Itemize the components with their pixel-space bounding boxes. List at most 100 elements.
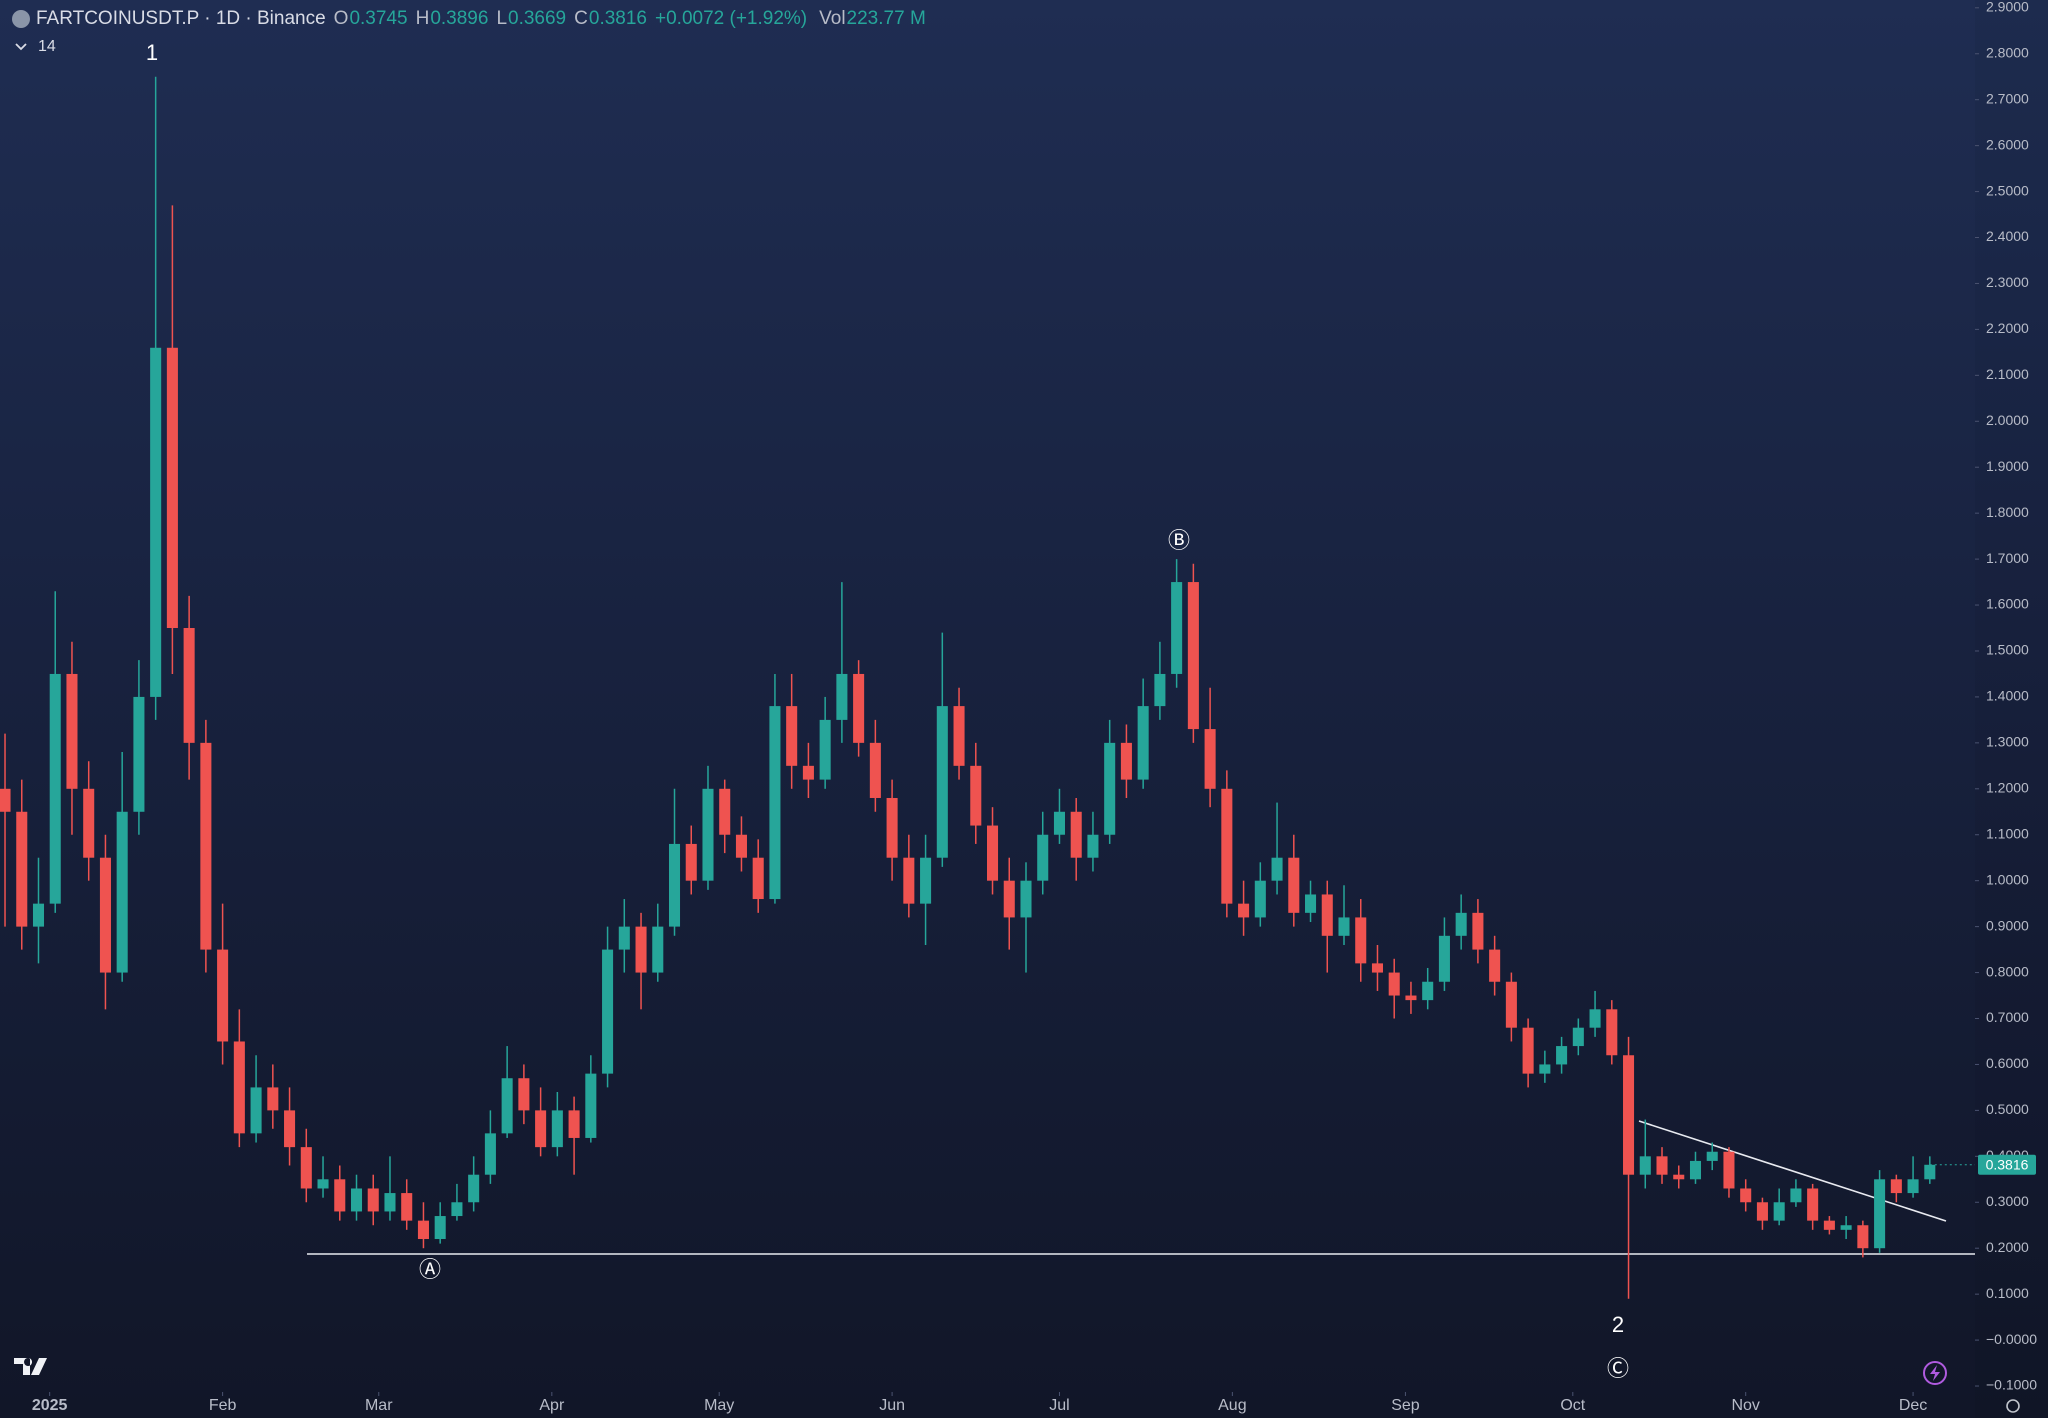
high-label: H xyxy=(415,8,430,29)
candle-body xyxy=(133,696,145,812)
candle-body xyxy=(166,347,178,629)
y-tick-label: 1.4000 xyxy=(1986,688,2029,704)
y-tick-label: 1.1000 xyxy=(1986,825,2029,841)
y-tick-label: −0.0000 xyxy=(1986,1331,2037,1347)
candle-body xyxy=(786,706,798,766)
symbol-icon xyxy=(12,10,30,28)
lightning-icon xyxy=(1930,1365,1940,1381)
candle-body xyxy=(970,765,982,826)
indicator-toggle[interactable]: 14 xyxy=(14,38,56,56)
candle-body xyxy=(802,765,814,780)
candle-body xyxy=(501,1078,513,1134)
candle-body xyxy=(99,857,111,973)
open-value: 0.3745 xyxy=(349,8,408,29)
lightning-circle xyxy=(1923,1361,1947,1385)
candle-body xyxy=(1489,949,1501,982)
candle-body xyxy=(652,926,664,973)
candle-body xyxy=(1438,935,1450,982)
candle-body xyxy=(1656,1156,1668,1175)
legend-header: FARTCOINUSDT.P · 1D · Binance O 0.3745 H 0… xyxy=(10,6,926,32)
y-tick-label: 2.8000 xyxy=(1986,44,2029,60)
x-tick-label: Feb xyxy=(209,1397,237,1414)
open-label: O xyxy=(333,8,349,29)
y-tick-label: 1.0000 xyxy=(1986,871,2029,887)
candle-body xyxy=(250,1087,262,1134)
candle-body xyxy=(83,788,95,858)
close-label: C xyxy=(574,8,588,29)
y-tick-label: 2.5000 xyxy=(1986,182,2029,198)
candle-body xyxy=(1137,706,1149,780)
candle-body xyxy=(66,673,78,789)
candle-body xyxy=(116,811,128,973)
y-tick-label: 0.5000 xyxy=(1986,1101,2029,1117)
y-tick-label: 1.5000 xyxy=(1986,642,2029,658)
candle-body xyxy=(384,1193,396,1212)
candle-body xyxy=(1221,788,1233,904)
candle-body xyxy=(953,706,965,766)
y-tick-label: −0.1000 xyxy=(1986,1377,2037,1393)
x-tick-label: Oct xyxy=(1560,1397,1585,1414)
y-tick-label: 0.2000 xyxy=(1986,1239,2029,1255)
trend-line[interactable] xyxy=(1638,1120,1947,1222)
y-tick-label: 1.7000 xyxy=(1986,550,2029,566)
candle-body xyxy=(1405,995,1417,1001)
y-tick-label: 2.6000 xyxy=(1986,136,2029,152)
tradingview-logo[interactable] xyxy=(14,1358,47,1375)
candle-body xyxy=(183,628,195,743)
chevron xyxy=(15,43,27,51)
candle-body xyxy=(836,673,848,720)
candle-body xyxy=(1053,811,1065,835)
candle-body xyxy=(920,857,932,904)
symbol[interactable]: FARTCOINUSDT.P · 1D · Binance xyxy=(36,8,326,29)
y-tick-label: 2.2000 xyxy=(1986,320,2029,336)
y-tick-label: 2.4000 xyxy=(1986,228,2029,244)
x-tick-label: Nov xyxy=(1731,1397,1759,1414)
candle-body xyxy=(1020,880,1032,918)
settings-button[interactable] xyxy=(2006,1399,2020,1413)
candle-body xyxy=(903,857,915,904)
change-value: +0.0072 (+1.92%) xyxy=(655,8,808,29)
candle-body xyxy=(1321,894,1333,936)
lightning-button[interactable] xyxy=(1923,1361,1947,1385)
wave-label: Ⓑ xyxy=(1168,528,1190,553)
candle-body xyxy=(1355,917,1367,964)
candle-body xyxy=(1070,811,1082,858)
wave-label: 2 xyxy=(1612,1312,1624,1337)
candle-body xyxy=(853,673,865,743)
candle-body xyxy=(1522,1027,1534,1074)
candle-body xyxy=(284,1110,296,1148)
candle-body xyxy=(1840,1225,1852,1230)
candle-body xyxy=(1305,894,1317,913)
candle-body xyxy=(819,719,831,780)
candle-body xyxy=(585,1073,597,1138)
candle-body xyxy=(702,788,714,881)
candle-body xyxy=(1472,912,1484,950)
y-tick-label: 2.1000 xyxy=(1986,366,2029,382)
candle-body xyxy=(401,1193,413,1221)
volume-value: 223.77 M xyxy=(846,8,926,29)
candle-body xyxy=(1924,1164,1936,1180)
wave-label: Ⓐ xyxy=(419,1257,441,1282)
candle-body xyxy=(1238,903,1250,918)
candle-body xyxy=(535,1110,547,1148)
candle-body xyxy=(1874,1179,1886,1249)
candle-body xyxy=(936,706,948,858)
candle-body xyxy=(49,673,61,904)
candle-body xyxy=(568,1110,580,1138)
candle-body xyxy=(1254,880,1266,918)
close-value: 0.3816 xyxy=(588,8,647,29)
x-tick-label: Jul xyxy=(1049,1397,1069,1414)
candle-body xyxy=(518,1078,530,1111)
candle-body xyxy=(1807,1188,1819,1221)
candle-body xyxy=(350,1188,363,1212)
candle-body xyxy=(1003,880,1015,918)
wave-label: 1 xyxy=(146,40,158,65)
candle-body xyxy=(300,1147,312,1189)
candle-body xyxy=(618,926,630,950)
candle-body xyxy=(1037,834,1049,881)
candle-body xyxy=(317,1179,329,1189)
y-tick-label: 0.1000 xyxy=(1986,1285,2029,1301)
candle-body xyxy=(986,825,999,881)
candle-body xyxy=(1288,857,1300,913)
